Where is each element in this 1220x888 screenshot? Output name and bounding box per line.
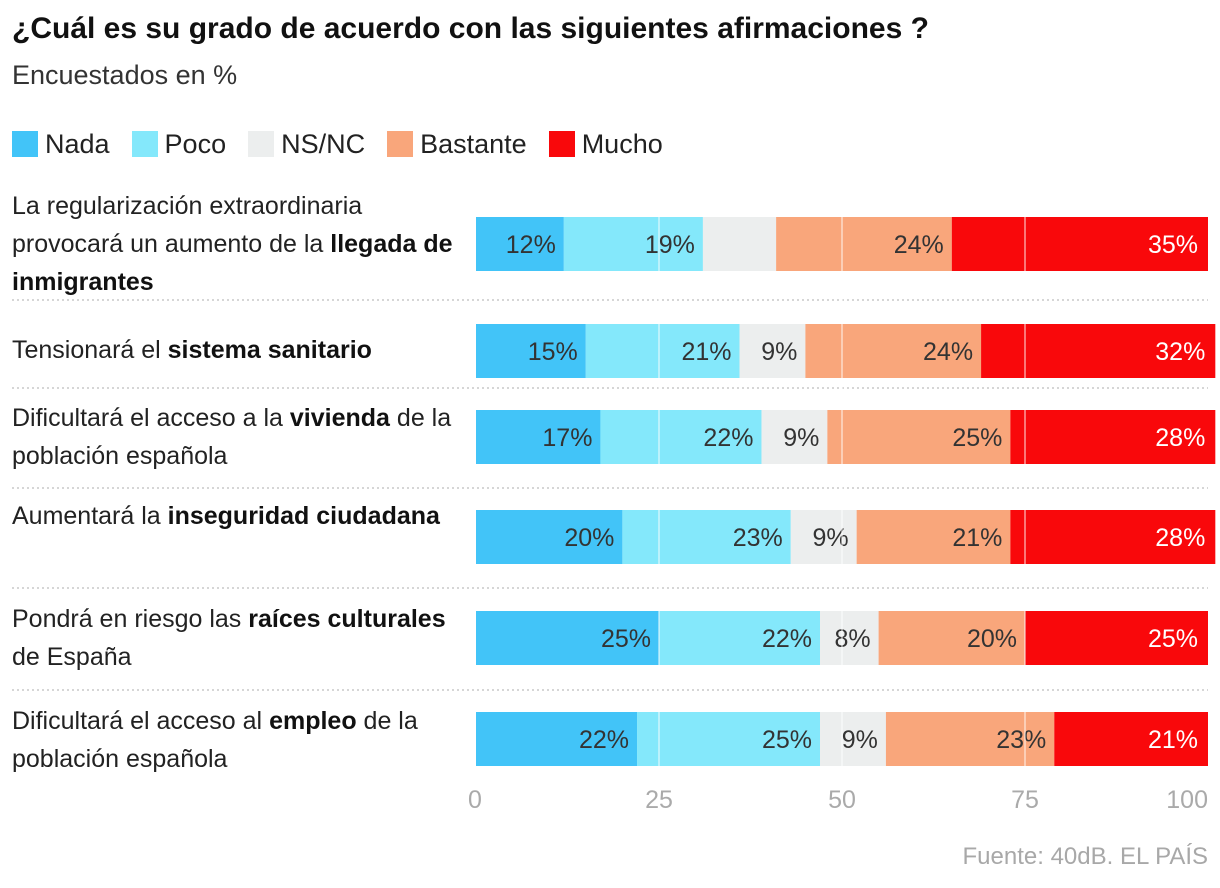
data-label-nada-row-1: 12%	[506, 231, 556, 259]
data-label-bastante-row-4: 21%	[952, 524, 1002, 552]
row-label-empleo: Dificultará el acceso al empleo de la po…	[12, 707, 418, 773]
legend-swatch-mucho	[548, 131, 575, 157]
legend-item-nsnc: NS/NC	[248, 129, 365, 160]
x-tick-label-100: 100	[1166, 786, 1208, 814]
bar-segment-nada-row-6	[476, 712, 638, 766]
legend: Nada Poco NS/NC Bastante Mucho	[12, 127, 685, 161]
bar-segment-bastante-row-2	[805, 324, 982, 378]
legend-item-nada: Nada	[12, 129, 110, 160]
legend-swatch-nada	[12, 131, 38, 157]
data-label-bastante-row-3: 25%	[952, 424, 1002, 452]
bar-segment-nsnc-row-5	[820, 611, 879, 665]
bar-segment-bastante-row-3	[827, 410, 1011, 464]
data-label-poco-row-4: 23%	[733, 524, 783, 552]
legend-label-nsnc: NS/NC	[281, 128, 366, 159]
legend-swatch-nsnc	[248, 131, 275, 157]
data-label-nsnc-row-6: 9%	[842, 726, 878, 754]
bar-segment-bastante-row-4	[856, 510, 1011, 564]
bar-segment-poco-row-6	[637, 712, 821, 766]
row-label-inseguridad: Aumentará la inseguridad ciudadana	[12, 502, 440, 530]
data-label-nada-row-3: 17%	[542, 424, 592, 452]
data-label-mucho-row-3: 28%	[1155, 424, 1205, 452]
row-label-sistema-sanitario: Tensionará el sistema sanitario	[12, 336, 372, 364]
x-tick-label-25: 25	[645, 786, 673, 814]
data-label-poco-row-2: 21%	[681, 338, 731, 366]
legend-label-nada: Nada	[45, 128, 110, 159]
data-label-poco-row-6: 25%	[762, 726, 812, 754]
bar-segment-nada-row-2	[476, 324, 586, 378]
bar-segment-bastante-row-1	[776, 217, 952, 271]
bar-segment-mucho-row-4	[1010, 510, 1216, 564]
data-label-poco-row-3: 22%	[703, 424, 753, 452]
data-label-nsnc-row-2: 9%	[761, 338, 797, 366]
chart-title: ¿Cuál es su grado de acuerdo con las sig…	[12, 12, 929, 45]
data-label-poco-row-1: 19%	[645, 231, 695, 259]
data-label-bastante-row-5: 20%	[967, 625, 1017, 653]
bar-segment-poco-row-2	[585, 324, 740, 378]
bar-segment-nada-row-5	[476, 611, 659, 665]
x-tick-label-75: 75	[1011, 786, 1039, 814]
legend-item-poco: Poco	[131, 128, 227, 160]
bar-segment-mucho-row-3	[1010, 410, 1216, 464]
legend-item-mucho: Mucho	[548, 128, 663, 160]
row-label-raices-culturales: Pondrá en riesgo las raíces culturales d…	[12, 605, 446, 671]
data-label-mucho-row-1: 35%	[1148, 231, 1198, 259]
bar-segment-nada-row-1	[476, 217, 564, 271]
bar-segment-mucho-row-5	[1025, 611, 1208, 665]
bar-segment-nada-row-4	[476, 510, 623, 564]
data-label-bastante-row-2: 24%	[923, 338, 973, 366]
bar-segment-nsnc-row-3	[761, 410, 828, 464]
data-label-poco-row-5: 22%	[762, 625, 812, 653]
bar-segment-mucho-row-6	[1054, 712, 1208, 766]
legend-item-bastante: Bastante	[387, 129, 527, 160]
bar-segment-nsnc-row-2	[739, 324, 806, 378]
bar-segment-nada-row-3	[476, 410, 601, 464]
bar-segment-mucho-row-2	[981, 324, 1216, 378]
legend-swatch-poco	[131, 131, 158, 157]
row-label-vivienda: Dificultará el acceso a la vivienda de l…	[12, 404, 452, 470]
legend-label-mucho: Mucho	[581, 128, 663, 159]
data-label-mucho-row-5: 25%	[1148, 625, 1198, 653]
x-tick-label-0: 0	[468, 786, 482, 814]
data-label-bastante-row-1: 24%	[894, 231, 944, 259]
bar-segment-nsnc-row-4	[790, 510, 857, 564]
row-label-llegada-inmigrantes: La regularización extraordinaria provoca…	[12, 192, 453, 296]
data-label-nada-row-4: 20%	[564, 524, 614, 552]
bar-segment-poco-row-4	[622, 510, 791, 564]
data-label-bastante-row-6: 23%	[996, 726, 1046, 754]
data-label-mucho-row-6: 21%	[1148, 726, 1198, 754]
bar-segment-nsnc-row-1	[702, 217, 777, 271]
bar-segment-bastante-row-6	[885, 712, 1055, 766]
x-tick-label-50: 50	[828, 786, 856, 814]
data-label-nsnc-row-4: 9%	[812, 524, 848, 552]
bar-segment-poco-row-5	[659, 611, 821, 665]
data-label-nsnc-row-5: 8%	[834, 625, 870, 653]
source-note: Fuente: 40dB. EL PAÍS	[962, 843, 1208, 870]
bar-segment-poco-row-3	[600, 410, 762, 464]
bar-segment-nsnc-row-6	[820, 712, 886, 766]
data-label-nada-row-5: 25%	[601, 625, 651, 653]
chart-subtitle: Encuestados en %	[12, 60, 238, 90]
legend-swatch-bastante	[387, 131, 414, 157]
legend-label-bastante: Bastante	[420, 128, 527, 159]
bar-segment-bastante-row-5	[878, 611, 1025, 665]
bar-segment-mucho-row-1	[951, 217, 1208, 271]
legend-label-poco: Poco	[164, 128, 227, 159]
data-label-mucho-row-4: 28%	[1155, 524, 1205, 552]
data-label-mucho-row-2: 32%	[1155, 338, 1205, 366]
data-label-nada-row-2: 15%	[528, 338, 578, 366]
bar-segment-poco-row-1	[563, 217, 703, 271]
data-label-nsnc-row-3: 9%	[783, 424, 819, 452]
data-label-nada-row-6: 22%	[579, 726, 629, 754]
